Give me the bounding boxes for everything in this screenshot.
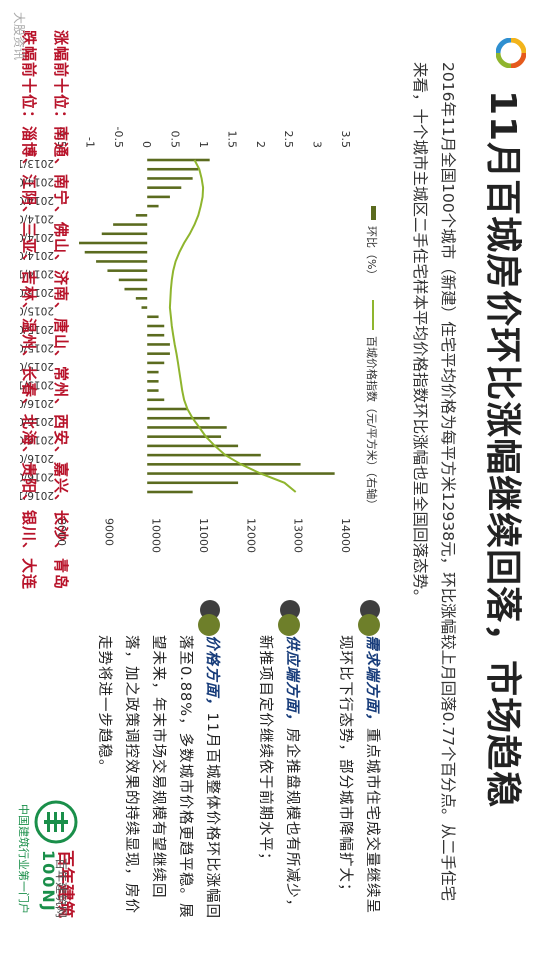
- watermark-right: 百年建筑网: [54, 858, 68, 919]
- top-gainers: 涨幅前十位：南通、南宁、佛山、济南、唐山、常州、西安、嘉兴、长沙、青岛: [52, 30, 70, 591]
- bar: [96, 260, 148, 263]
- price-head: 价格方面，: [204, 635, 220, 713]
- x-axis-tick-label: 2016/09: [20, 471, 54, 483]
- bar: [147, 370, 159, 374]
- x-axis-tick-label: 2015/05: [20, 323, 54, 335]
- bar: [147, 389, 159, 392]
- demand-paragraph: 需求端方面，重点城市住宅成交量继续呈现环比下行态势，部分城市降幅扩大；: [331, 635, 385, 925]
- watermark-left: 大股资讯: [12, 12, 26, 61]
- price-paragraph: 价格方面，11月百城整体价格环比涨幅回落至0.88%，多数城市价格更趋平稳。展望…: [90, 635, 225, 925]
- left-axis-tick-label: 0.5: [169, 131, 182, 149]
- x-axis-tick-label: 2014/11: [20, 268, 54, 280]
- left-axis-tick-label: -0.5: [112, 127, 125, 148]
- x-axis-tick-label: 2016/05: [20, 434, 54, 446]
- supply-head: 供应端方面，: [284, 635, 300, 728]
- summary-text: 2016年11月全国100个城市（新建）住宅平均价格为每平方米12938元，环比…: [411, 62, 457, 902]
- x-axis-tick-label: 2016/07: [20, 452, 54, 464]
- x-axis-tick-label: 2015/11: [20, 378, 54, 390]
- legend-line-label: 百城价格指数（元/平方米）（右轴）: [365, 336, 379, 510]
- bar: [147, 204, 159, 208]
- right-axis-tick-label: 10000: [150, 518, 163, 553]
- x-axis-tick-label: 2015/07: [20, 341, 54, 353]
- bar: [147, 177, 193, 180]
- x-axis-tick-label: 2013/11: [20, 157, 54, 169]
- bar: [147, 361, 165, 365]
- bar: [147, 324, 165, 328]
- x-axis-tick-label: 2016/03: [20, 415, 54, 427]
- x-axis-tick-label: 2014/07: [20, 231, 54, 243]
- bar: [147, 186, 182, 189]
- bar: [84, 250, 148, 254]
- bar: [118, 278, 148, 282]
- bar: [147, 416, 210, 420]
- x-axis-tick-label: 2016/01: [20, 397, 54, 409]
- page-title: 11月百城房价环比涨幅继续回落，市场趋稳: [482, 90, 523, 809]
- x-axis-tick-label: 2015/09: [20, 360, 54, 372]
- bar: [147, 167, 199, 171]
- bar: [147, 490, 193, 494]
- top-losers: 跌幅前十位：淄博、江阴、三亚、吉林、温州、长春、北海、贵阳、银川、大连: [20, 30, 38, 591]
- supply-paragraph: 供应端方面，房企推盘规模也有所减少，新推项目定价继续依于前期水平；: [251, 635, 305, 925]
- bar: [147, 333, 165, 337]
- left-axis-tick-label: 3: [311, 141, 324, 148]
- building-logo-icon: [34, 800, 78, 844]
- bar: [147, 407, 187, 411]
- bar: [113, 223, 148, 226]
- x-axis-tick-label: 2014/01: [20, 175, 54, 187]
- bar: [147, 315, 159, 319]
- right-axis-tick-label: 13000: [292, 518, 305, 553]
- left-axis-tick-label: 2: [254, 141, 267, 148]
- demand-head: 需求端方面，: [364, 635, 380, 728]
- bar: [79, 241, 148, 245]
- left-axis-tick-label: 2.5: [282, 131, 295, 149]
- bar: [147, 380, 159, 383]
- brand-tagline: 中国建筑行业第一门户: [17, 804, 30, 914]
- x-axis-tick-label: 2014/03: [20, 194, 54, 206]
- bar: [147, 195, 170, 199]
- bar: [141, 306, 148, 309]
- index-line: [168, 159, 297, 493]
- bar: [147, 426, 227, 429]
- bar: [147, 453, 261, 457]
- bar: [147, 352, 170, 355]
- bar: [135, 297, 148, 300]
- bar: [101, 232, 148, 236]
- color-ring-icon: [496, 38, 526, 68]
- left-axis-tick-label: -1.5: [55, 127, 68, 148]
- left-axis-tick-label: 3.5: [339, 131, 352, 149]
- price-chart: -1.5 -1 -0.5 0 0.5 1 1.5 2 2.5 3 3.5 8000 9000 10000 1…: [20, 127, 379, 553]
- right-axis-tick-label: 11000: [197, 518, 210, 553]
- bar: [147, 481, 239, 485]
- bar: [147, 343, 170, 346]
- right-axis-tick-label: 12000: [244, 518, 257, 553]
- right-axis-tick-label: 8000: [55, 518, 68, 546]
- bar: [147, 435, 222, 438]
- bar: [135, 214, 148, 217]
- x-axis-tick-label: 2015/01: [20, 286, 54, 298]
- brand-logo: 百年建筑 100NJ 中国建筑行业第一门户: [10, 800, 82, 950]
- x-axis-tick-label: 2016/11: [20, 489, 54, 501]
- price-body: 11月百城整体价格环比涨幅回落至0.88%，多数城市价格更趋平稳。展望未来，年末…: [96, 635, 220, 919]
- left-axis-tick-label: 1.5: [225, 131, 238, 149]
- bar: [147, 398, 165, 402]
- bar: [147, 472, 335, 475]
- legend-bar-swatch: [371, 206, 376, 220]
- left-axis-tick-label: -1: [83, 137, 96, 148]
- left-axis-tick-label: 0: [140, 141, 153, 148]
- x-axis-tick-label: 2014/05: [20, 212, 54, 224]
- left-axis-tick-label: 1: [197, 141, 210, 148]
- legend-bar-label: 环比（%）: [365, 226, 378, 280]
- bar: [107, 269, 148, 272]
- right-axis-tick-label: 9000: [102, 518, 115, 546]
- x-axis-tick-label: 2015/03: [20, 305, 54, 317]
- x-axis-tick-label: 2014/09: [20, 249, 54, 261]
- right-axis-tick-label: 14000: [339, 518, 352, 553]
- bar: [147, 463, 301, 466]
- bar: [147, 158, 210, 162]
- bar: [147, 444, 239, 448]
- bar: [124, 287, 148, 291]
